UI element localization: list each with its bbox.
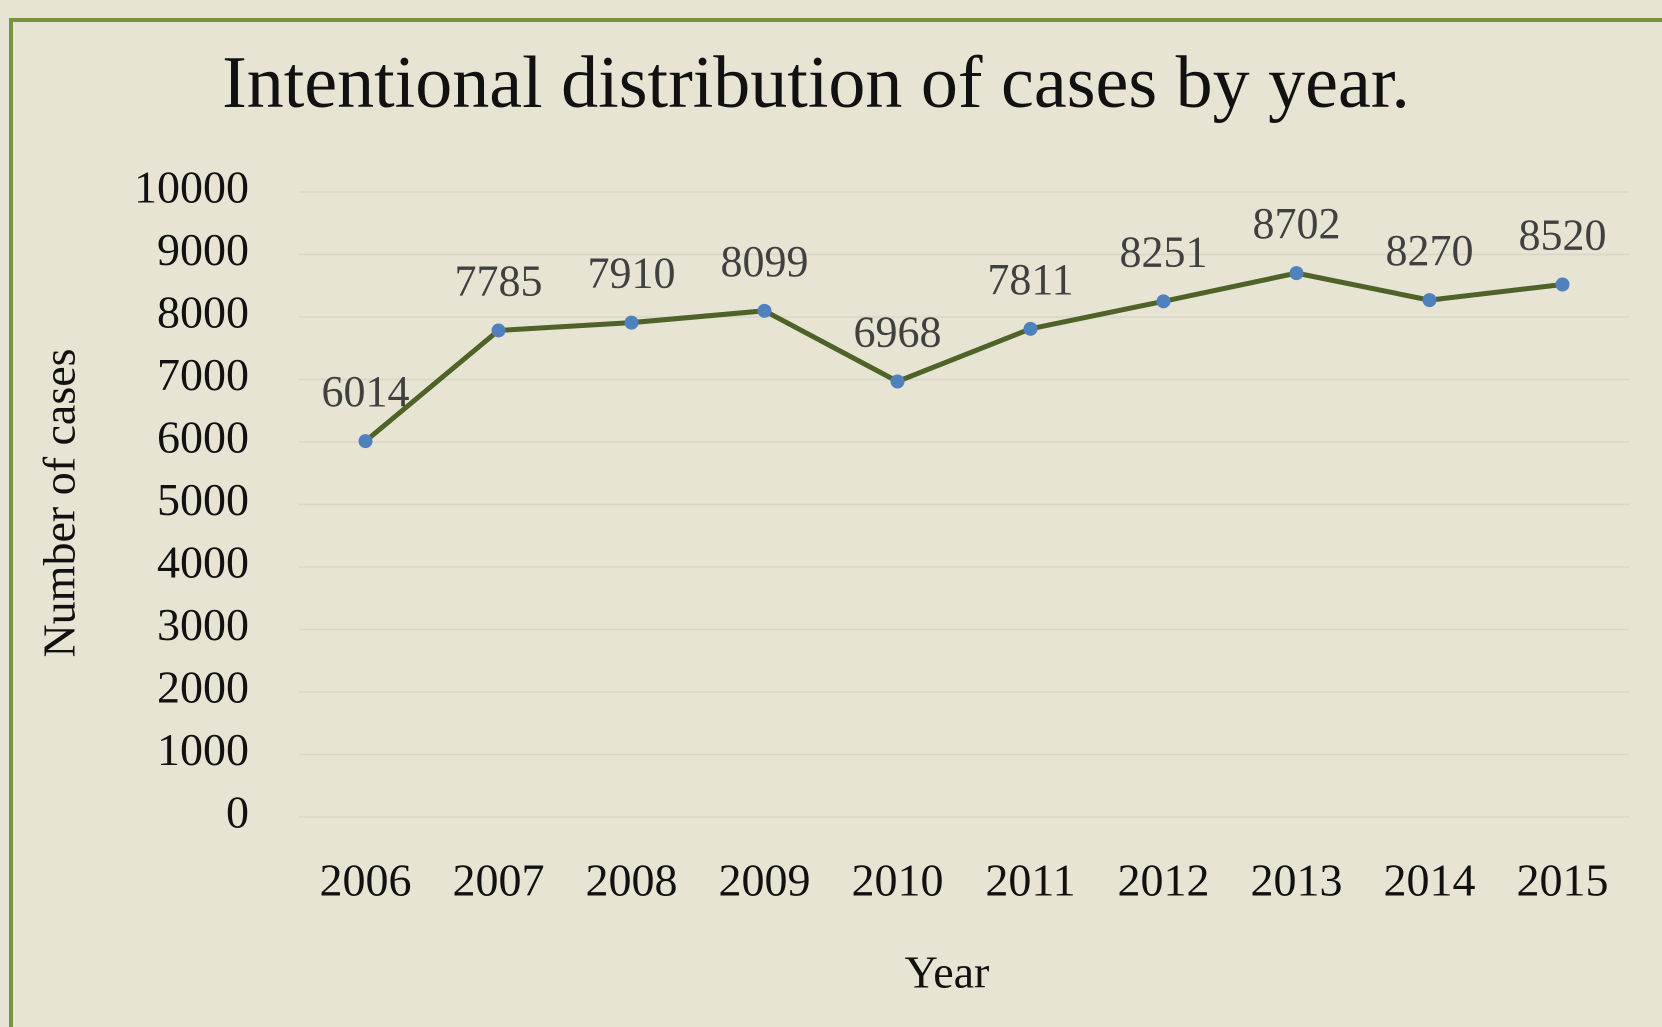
- data-label: 8099: [721, 237, 809, 286]
- chart-border: [9, 18, 1662, 1027]
- data-label: 6014: [322, 367, 410, 416]
- x-tick-label: 2007: [453, 855, 545, 906]
- chart-title: Intentional distribution of cases by yea…: [222, 42, 1410, 124]
- x-tick-label: 2011: [985, 855, 1075, 906]
- data-point: [890, 374, 905, 389]
- x-tick-label: 2010: [852, 855, 944, 906]
- y-axis-label: Number of cases: [34, 348, 85, 657]
- data-label: 7910: [588, 249, 676, 298]
- data-point: [757, 303, 772, 318]
- y-tick-label: 7000: [157, 349, 249, 400]
- y-tick-label: 1000: [157, 724, 249, 775]
- y-tick-label: 3000: [157, 599, 249, 650]
- data-point: [1422, 293, 1437, 308]
- data-point: [1156, 294, 1171, 309]
- data-point: [1289, 266, 1304, 281]
- x-tick-label: 2008: [586, 855, 678, 906]
- y-tick-label: 6000: [157, 412, 249, 463]
- x-tick-label: 2012: [1118, 855, 1210, 906]
- x-tick-label: 2015: [1517, 855, 1609, 906]
- x-tick-label: 2013: [1251, 855, 1343, 906]
- x-axis-label: Year: [905, 947, 990, 998]
- y-tick-label: 0: [226, 787, 249, 838]
- x-tick-label: 2014: [1384, 855, 1476, 906]
- line-series: [363, 270, 1563, 444]
- data-label: 7811: [987, 255, 1073, 304]
- data-point: [624, 315, 639, 330]
- data-label: 6968: [854, 308, 942, 357]
- y-tick-label: 4000: [157, 537, 249, 588]
- data-label: 8251: [1120, 227, 1208, 276]
- y-tick-label: 5000: [157, 474, 249, 525]
- y-tick-label: 9000: [157, 224, 249, 275]
- data-label: 8520: [1519, 211, 1607, 260]
- data-point: [358, 434, 373, 449]
- data-point: [1023, 321, 1038, 336]
- y-tick-label: 10000: [134, 162, 249, 213]
- data-point: [1555, 277, 1570, 292]
- y-tick-label: 8000: [157, 287, 249, 338]
- y-tick-label: 2000: [157, 662, 249, 713]
- data-label: 7785: [455, 257, 543, 306]
- x-tick-label: 2006: [320, 855, 412, 906]
- x-tick-label: 2009: [719, 855, 811, 906]
- data-point: [491, 323, 506, 338]
- data-label: 8702: [1253, 199, 1341, 248]
- data-label: 8270: [1386, 226, 1474, 275]
